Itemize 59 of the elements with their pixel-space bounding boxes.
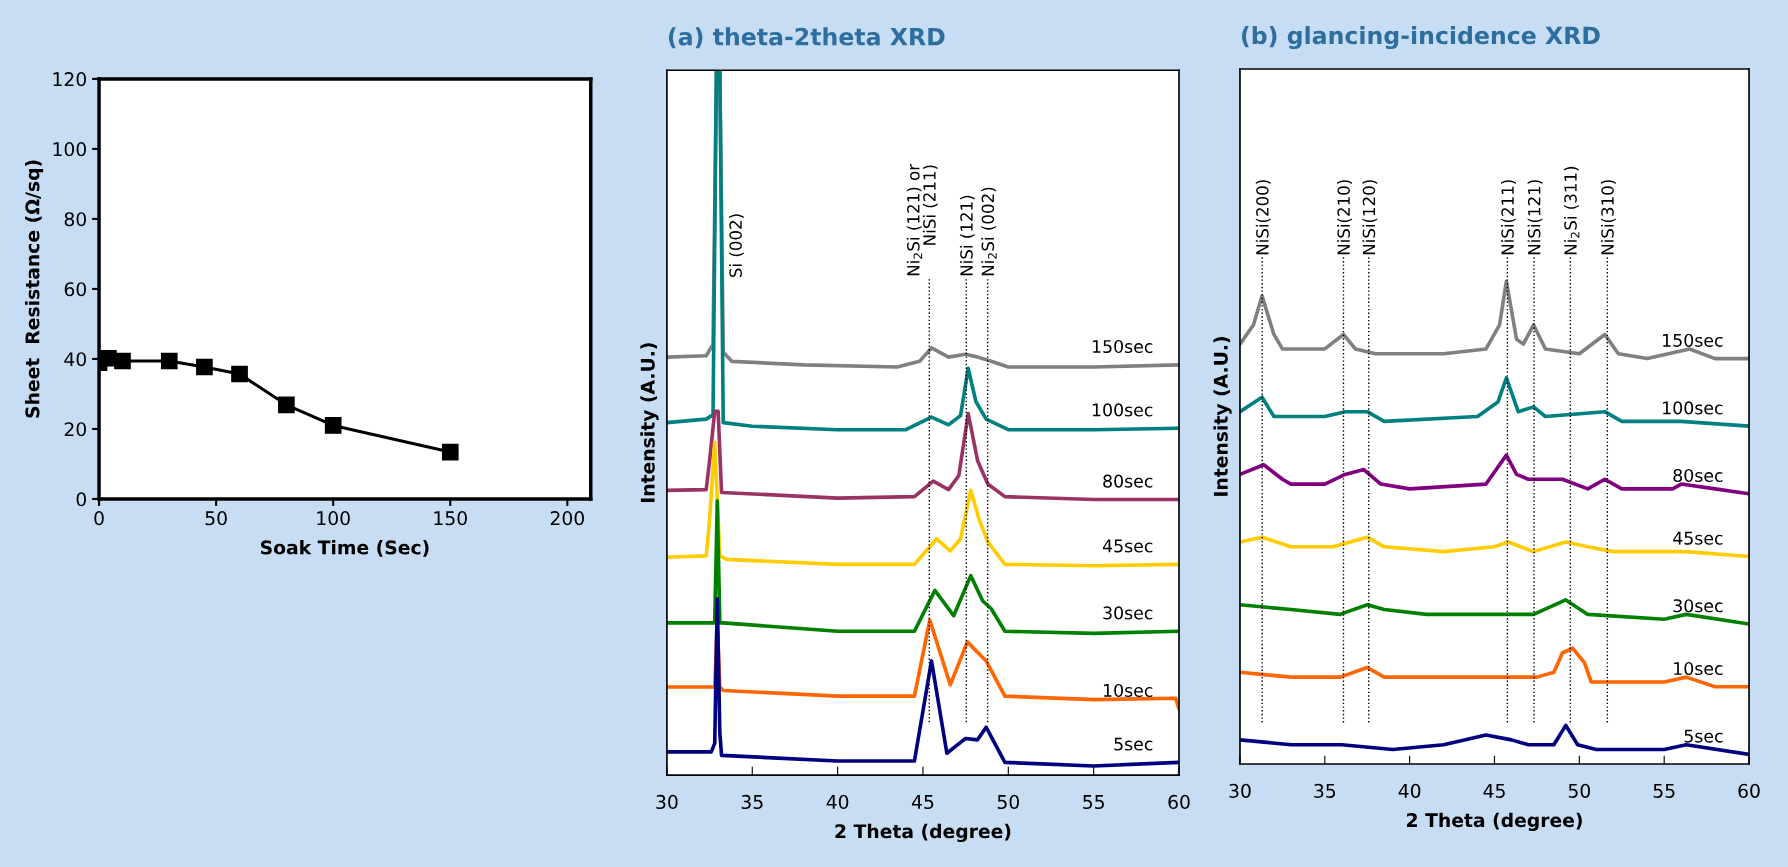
x-tick-label: 60 bbox=[1168, 794, 1190, 810]
x-tick-label: 35 bbox=[1314, 783, 1336, 798]
ref-line-label: NiSi(210) bbox=[1337, 180, 1352, 255]
x-tick-label: 40 bbox=[1398, 783, 1421, 798]
x-tick-label: 55 bbox=[1083, 795, 1104, 810]
annotation: Si (002) bbox=[729, 214, 744, 278]
series-label: 150sec bbox=[1663, 333, 1723, 347]
y-tick-label: 60 bbox=[64, 282, 86, 297]
ref-line-label: Ni$_{2}$Si (121) or NiSi (211) bbox=[906, 163, 938, 276]
x-tick-label: 50 bbox=[997, 794, 1019, 810]
series-label: 10sec bbox=[1103, 683, 1153, 698]
series-label: 5sec bbox=[1684, 729, 1723, 743]
ref-line-label: NiSi (121) bbox=[959, 195, 975, 276]
series-label: 100sec bbox=[1092, 403, 1153, 417]
x-tick-label: 150 bbox=[434, 511, 467, 526]
ref-line-label: Ni$_{2}$Si (311) bbox=[1563, 166, 1580, 255]
series-label: 30sec bbox=[1673, 599, 1723, 613]
x-tick-label: 45 bbox=[911, 795, 934, 810]
y-axis-title: Sheet Resistance (Ω/sq) bbox=[24, 160, 44, 418]
chart-title: (b) glancing-incidence XRD bbox=[1242, 26, 1600, 50]
chart-title: (a) theta-2theta XRD bbox=[668, 27, 945, 49]
y-tick-label: 40 bbox=[64, 352, 86, 367]
x-tick-label: 55 bbox=[1653, 784, 1675, 798]
ref-line-label: NiSi(211) bbox=[1500, 180, 1516, 255]
x-tick-label: 45 bbox=[1483, 784, 1505, 798]
x-tick-label: 30 bbox=[1229, 783, 1251, 798]
series-label: 5sec bbox=[1114, 737, 1153, 751]
ref-line-label: NiSi(120) bbox=[1362, 180, 1378, 255]
ref-line-label: Ni$_{2}$Si (002) bbox=[981, 187, 997, 276]
y-axis-title: Intensity (A.U.) bbox=[1213, 337, 1232, 496]
y-tick-label: 20 bbox=[64, 422, 86, 437]
y-tick-label: 100 bbox=[53, 142, 86, 157]
series-label: 10sec bbox=[1674, 661, 1723, 676]
series-label: 100sec bbox=[1663, 401, 1723, 415]
x-tick-label: 0 bbox=[94, 511, 104, 526]
x-tick-label: 30 bbox=[656, 794, 678, 810]
y-axis-title: Intensity (A.U.) bbox=[640, 343, 659, 502]
x-tick-label: 50 bbox=[1568, 783, 1591, 798]
ref-line-label: NiSi(200) bbox=[1255, 180, 1271, 255]
series-label: 150sec bbox=[1092, 339, 1153, 354]
series-label: 45sec bbox=[1673, 531, 1723, 545]
x-tick-label: 200 bbox=[550, 511, 584, 526]
x-axis-title: 2 Theta (degree) bbox=[835, 823, 1011, 843]
series-label: 30sec bbox=[1103, 606, 1153, 620]
ref-line-label: NiSi(310) bbox=[1600, 180, 1616, 255]
series-label: 45sec bbox=[1102, 539, 1153, 553]
x-tick-label: 100 bbox=[317, 511, 350, 526]
series-label: 80sec bbox=[1673, 468, 1723, 483]
x-tick-label: 60 bbox=[1738, 783, 1760, 798]
x-axis-title: Soak Time (Sec) bbox=[260, 540, 429, 557]
y-tick-label: 120 bbox=[53, 72, 86, 87]
x-tick-label: 35 bbox=[741, 794, 763, 810]
series-label: 80sec bbox=[1103, 474, 1153, 488]
x-tick-label: 40 bbox=[826, 794, 849, 810]
ref-line-label: NiSi(121) bbox=[1527, 180, 1543, 255]
x-tick-label: 50 bbox=[205, 511, 227, 526]
y-tick-label: 0 bbox=[76, 492, 86, 507]
y-tick-label: 80 bbox=[64, 212, 86, 227]
x-axis-title: 2 Theta (degree) bbox=[1407, 812, 1582, 831]
